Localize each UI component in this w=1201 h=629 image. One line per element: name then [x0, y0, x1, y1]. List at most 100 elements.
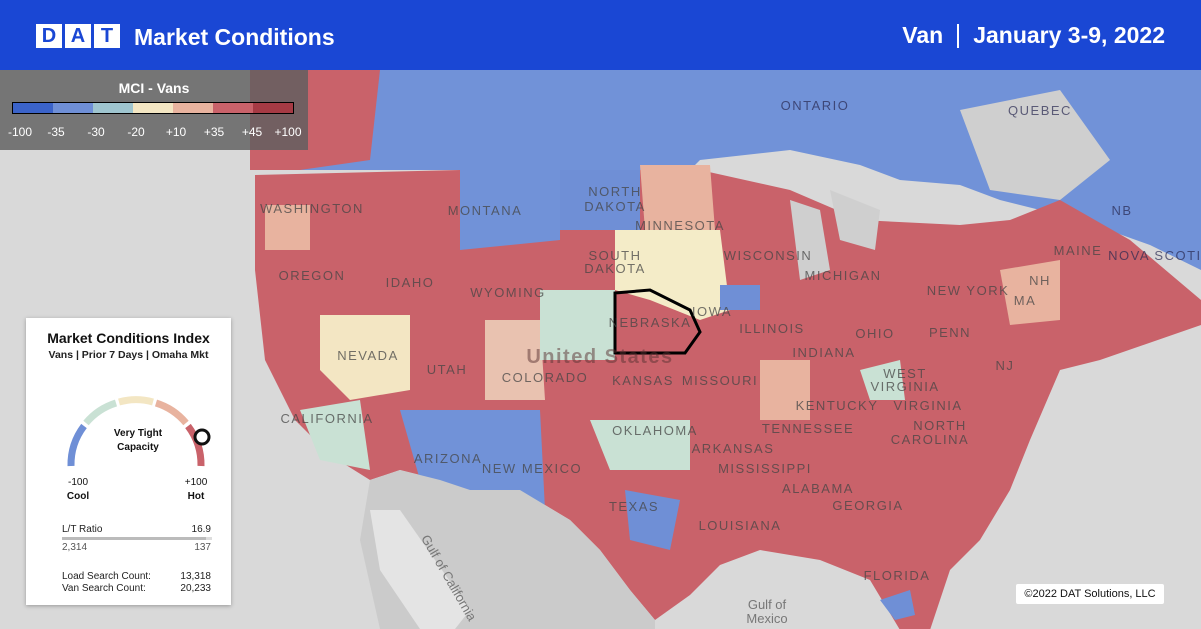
- hudson-area: [960, 90, 1110, 200]
- legend-swatch: [253, 103, 293, 113]
- legend-swatch: [93, 103, 133, 113]
- legend-swatch: [53, 103, 93, 113]
- baja: [370, 510, 470, 629]
- region-balanced: [860, 360, 905, 400]
- region-label: NEVADA: [337, 348, 399, 363]
- trucks: 137: [194, 542, 211, 553]
- legend-tick: -35: [47, 125, 65, 139]
- gauge-max-label: Hot: [188, 491, 205, 500]
- region-balanced: [590, 420, 690, 470]
- united-states: [255, 170, 1201, 629]
- region-label: MA: [1014, 293, 1037, 308]
- sea-label: Gulf of: [748, 597, 787, 612]
- region-label: NEW MEXICO: [482, 461, 582, 476]
- region-label: WASHINGTON: [260, 201, 364, 216]
- logo-letter: A: [65, 24, 91, 48]
- gauge-label: Very Tight: [114, 428, 163, 439]
- region-label: MISSISSIPPI: [718, 461, 812, 476]
- region-label: FLORIDA: [864, 568, 931, 583]
- gauge-arc: [185, 423, 205, 467]
- separator: [957, 23, 960, 48]
- gauge-min: -100: [68, 477, 88, 488]
- legend-tick: +100: [274, 125, 302, 139]
- gauge-arc: [154, 399, 189, 426]
- region-balanced: [540, 290, 615, 360]
- ratio-label: L/T Ratio: [62, 524, 103, 535]
- region-cool: [880, 590, 915, 620]
- panel-subtitle: Vans | Prior 7 Days | Omaha Mkt: [48, 349, 209, 361]
- region-label: MISSOURI: [682, 373, 758, 388]
- copyright: ©2022 DAT Solutions, LLC: [1016, 584, 1164, 604]
- region-label: MAINE: [1054, 243, 1103, 258]
- region-label: WYOMING: [470, 285, 546, 300]
- legend-tick: +10: [165, 125, 187, 139]
- panel-title: Market Conditions Index: [47, 330, 210, 346]
- ratio-bar: [62, 537, 212, 540]
- region-label: MONTANA: [448, 203, 523, 218]
- region-label: OKLAHOMA: [612, 423, 698, 438]
- region-label: CALIFORNIA: [280, 411, 373, 426]
- legend-swatch: [173, 103, 213, 113]
- sea-label: Mexico: [746, 611, 787, 626]
- canada: [250, 70, 1201, 270]
- region-label: NEW YORK: [927, 283, 1010, 298]
- region-label: ALABAMA: [782, 481, 854, 496]
- logo-letter: T: [94, 24, 120, 48]
- region-neutral: [485, 320, 545, 400]
- gauge-needle: [193, 428, 211, 446]
- region-label: MINNESOTA: [635, 218, 725, 233]
- header-info: Van January 3-9, 2022: [902, 22, 1165, 49]
- legend-title: MCI - Vans: [118, 80, 190, 96]
- ratio: 16.9: [191, 524, 211, 535]
- region-neutral: [615, 230, 730, 320]
- info-panel: Market Conditions Index Vans | Prior 7 D…: [26, 318, 231, 605]
- region-label: WISCONSIN: [724, 248, 813, 263]
- gauge-arc: [118, 396, 154, 406]
- region-label: IDAHO: [386, 275, 435, 290]
- gauge: Very Tight Capacity -100 Cool +100 Hot: [67, 396, 211, 500]
- great-lake: [830, 190, 880, 250]
- region-label: PENN: [929, 325, 971, 340]
- region-label: WEST: [883, 366, 927, 381]
- date: January 3-9, 2022: [973, 22, 1165, 48]
- gauge-max: +100: [185, 477, 208, 488]
- legend: MCI - Vans -100 -35 -30 -20 +10 +35 +45 …: [0, 70, 308, 150]
- van-search-label: Van Search Count:: [62, 583, 146, 594]
- region-warm: [640, 165, 715, 230]
- region-label: ARKANSAS: [692, 441, 775, 456]
- gauge-arc: [83, 399, 118, 426]
- header-title: Market Conditions: [134, 24, 335, 50]
- legend-tick: -30: [87, 125, 105, 139]
- logo-letter: D: [36, 24, 62, 48]
- region-label: ILLINOIS: [739, 321, 804, 336]
- logo: D A T: [36, 24, 120, 48]
- legend-swatch: [213, 103, 253, 113]
- gauge-arc: [67, 423, 87, 467]
- legend-bar: [12, 102, 294, 114]
- region-label: TENNESSEE: [762, 421, 854, 436]
- region-label: OREGON: [279, 268, 346, 283]
- region-label: INDIANA: [792, 345, 855, 360]
- gauge-min-label: Cool: [67, 491, 89, 500]
- region-label: SOUTH: [589, 248, 642, 263]
- region-label: KENTUCKY: [796, 398, 879, 413]
- region-label: ARIZONA: [414, 451, 482, 466]
- region-balanced: [300, 400, 370, 470]
- legend-swatch: [13, 103, 53, 113]
- region-neutral: [320, 315, 410, 400]
- region-label: ONTARIO: [781, 98, 850, 113]
- region-label: GEORGIA: [832, 498, 903, 513]
- loads: 2,314: [62, 542, 88, 553]
- header: D A T Market Conditions Van January 3-9,…: [0, 0, 1201, 70]
- great-lake: [790, 200, 830, 280]
- region-label: NEBRASKA: [609, 315, 692, 330]
- legend-swatch: [133, 103, 173, 113]
- country-label: United States: [526, 346, 673, 368]
- region-label: VIRGINIA: [870, 379, 939, 394]
- region-cool: [720, 285, 760, 310]
- region-warm: [1000, 260, 1060, 325]
- region-warm: [760, 360, 810, 420]
- ratio-fill: [62, 537, 206, 540]
- region-cool: [625, 490, 680, 550]
- equipment: Van: [902, 22, 944, 48]
